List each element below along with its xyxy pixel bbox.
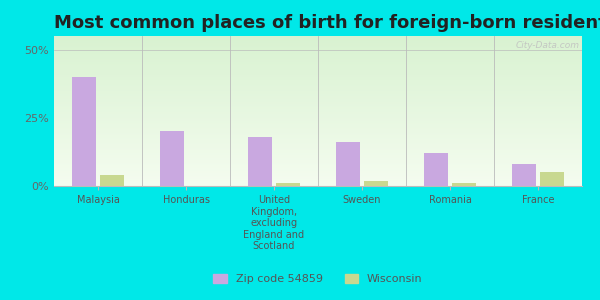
Bar bbox=[335, 142, 360, 186]
Bar bbox=[364, 181, 388, 186]
Bar bbox=[452, 183, 476, 186]
Legend: Zip code 54859, Wisconsin: Zip code 54859, Wisconsin bbox=[209, 269, 427, 288]
Bar bbox=[71, 77, 96, 186]
Text: Most common places of birth for foreign-born residents: Most common places of birth for foreign-… bbox=[54, 14, 600, 32]
Bar bbox=[160, 131, 184, 186]
Bar bbox=[512, 164, 536, 186]
Text: City-Data.com: City-Data.com bbox=[515, 40, 580, 50]
Bar bbox=[248, 137, 272, 186]
Bar bbox=[276, 183, 301, 186]
Bar bbox=[540, 172, 565, 186]
Bar bbox=[424, 153, 448, 186]
Bar bbox=[100, 175, 124, 186]
